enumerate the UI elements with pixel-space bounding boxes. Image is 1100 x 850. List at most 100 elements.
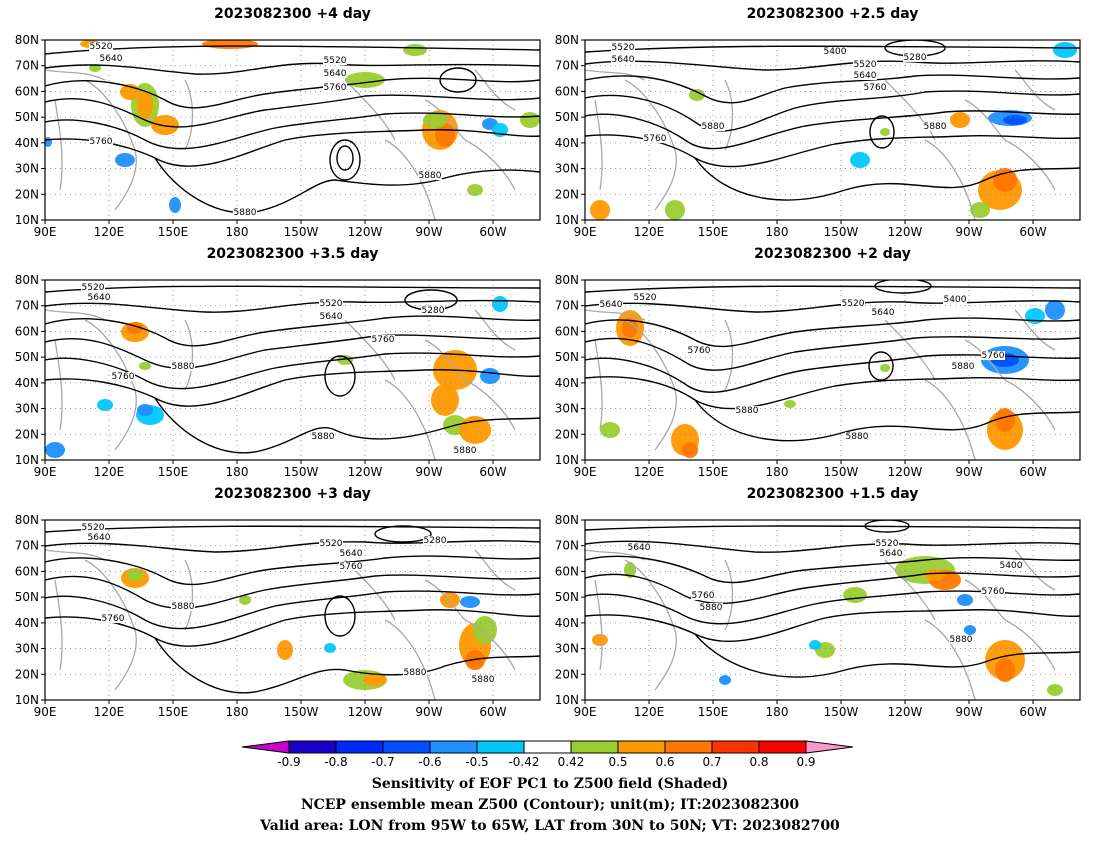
lon-label: 90W [955,705,982,719]
lat-label: 60N [555,84,579,98]
contour-label: 5280 [422,306,445,316]
panel-title: 2023082300 +3.5 day [206,246,379,262]
sensitivity-shading [151,115,179,135]
sensitivity-shading [622,318,638,338]
contour-label: 5520 [612,43,635,53]
contour-label: 5880 [172,362,195,372]
lon-label: 90W [415,225,442,239]
lat-label: 40N [15,136,39,150]
colorbar-segment [382,740,431,754]
lon-label: 180 [226,225,249,239]
sensitivity-shading [590,200,610,220]
sensitivity-shading [843,587,867,603]
lon-label: 90E [574,465,597,479]
sensitivity-shading [431,384,459,416]
lon-label: 150E [158,225,189,239]
lon-label: 60W [479,465,506,479]
contour-label: 5880 [952,362,975,372]
sensitivity-shading [957,594,973,606]
lon-label: 60W [1019,225,1046,239]
z500-contour [694,633,1080,678]
z500-contour [404,289,458,311]
coastline [884,319,936,381]
lon-label: 90W [415,705,442,719]
lon-label: 150E [158,465,189,479]
coastline [474,309,516,351]
z500-contour [585,285,1080,293]
colorbar-segment [758,740,807,754]
panel-frame [44,39,541,221]
sensitivity-shading [115,153,135,167]
coastline [384,139,436,220]
colorbar-segment [288,740,337,754]
colorbar-tick-label: -0.42 [508,755,539,769]
lat-label: 20N [15,427,39,441]
z500-contour [45,540,540,553]
z500-contour [336,145,354,171]
contour-label-bg [171,362,195,371]
coastline [924,379,976,460]
sensitivity-shading [127,569,143,581]
contour-label: 5880 [472,675,495,685]
coastline [884,559,936,621]
colorbar-arrow-right [805,740,854,754]
contour-label-bg [323,69,347,78]
lat-label: 60N [15,564,39,578]
z500-contour [45,285,540,293]
lat-label: 40N [555,616,579,630]
sensitivity-shading [169,197,181,213]
sensitivity-shading [925,569,945,581]
lat-label: 10N [555,213,579,227]
contour-label: 5520 [324,56,347,66]
lon-label: 90E [34,225,57,239]
lon-label: 180 [766,705,789,719]
contour-label: 5520 [320,539,343,549]
contour-label: 5400 [944,295,967,305]
lon-label: 150E [158,705,189,719]
contour-label: 5760 [90,137,113,147]
contour-label-bg [471,675,495,684]
colorbar-segment [570,740,619,754]
contour-label-bg [845,432,869,441]
coastline [84,559,137,691]
panel-frame [44,279,541,461]
coastline [474,69,516,111]
coastline [585,309,646,321]
colorbar-tick-label: 0.5 [608,755,627,769]
coastline [344,319,396,381]
lon-label: 120E [94,705,125,719]
contour-label: 5760 [982,587,1005,597]
contour-label-bg [643,134,667,143]
lon-label: 60W [1019,705,1046,719]
contour-label-bg [81,283,105,292]
coastline [624,79,677,211]
lon-label: 150W [824,225,859,239]
contour-label: 5880 [924,122,947,132]
z500-contour [154,157,540,214]
z500-contour [45,609,540,647]
z500-contour [45,112,540,150]
lat-label: 80N [15,273,39,287]
contour-label: 5280 [424,536,447,546]
map-panel: 5640 5520 5520 5400 5640 5760 5760 5880 5880 5880… [555,273,1081,479]
lat-label: 10N [555,453,579,467]
lat-label: 40N [555,136,579,150]
sensitivity-shading [950,112,970,128]
coastline [45,69,106,81]
contour-label: 5640 [320,312,343,322]
coastline [924,619,976,700]
coastline [424,99,516,191]
sensitivity-shading [239,595,251,605]
lat-label: 40N [15,616,39,630]
sensitivity-shading [480,368,500,384]
z500-contour [585,74,1080,104]
z500-contour [439,67,477,93]
z500-contour [585,300,1080,313]
contour-label-bg [323,56,347,65]
colorbar-tick-label: -0.9 [277,755,300,769]
lat-label: 70N [15,59,39,73]
colorbar-tick-label: 0.42 [558,755,585,769]
